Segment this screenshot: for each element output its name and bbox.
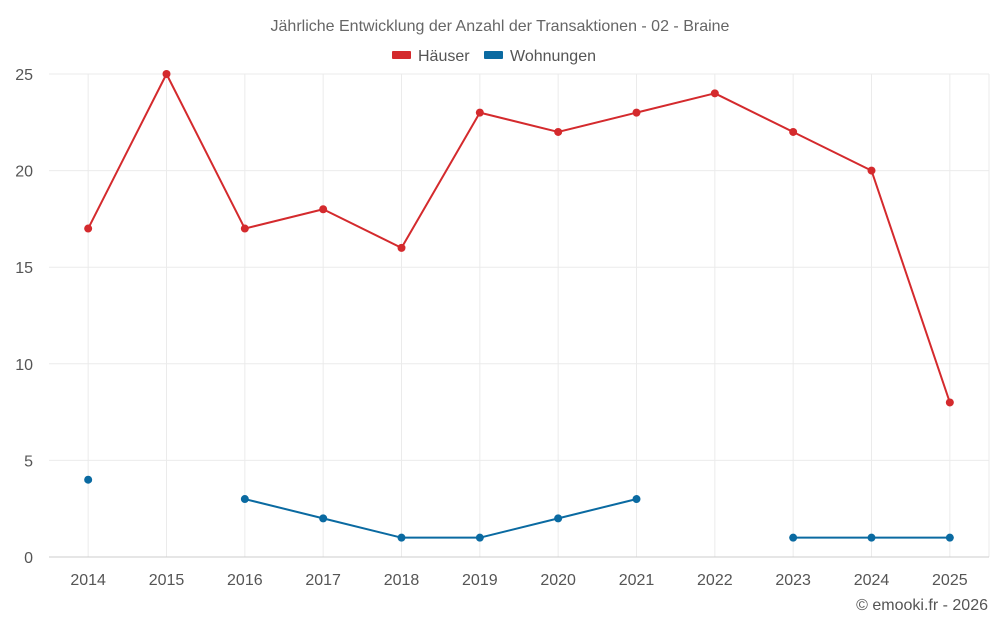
- legend-swatch-haeuser: [392, 51, 411, 59]
- data-point-haeuser[interactable]: [397, 243, 406, 252]
- legend-item-wohnungen[interactable]: Wohnungen: [484, 48, 596, 65]
- data-point-haeuser[interactable]: [789, 127, 798, 136]
- legend-label-wohnungen: Wohnungen: [510, 48, 596, 65]
- y-tick-label: 0: [24, 550, 33, 567]
- data-point-haeuser[interactable]: [554, 127, 563, 136]
- x-tick-label: 2025: [932, 572, 968, 589]
- data-point-wohnungen[interactable]: [945, 533, 954, 542]
- data-point-haeuser[interactable]: [475, 108, 484, 117]
- y-tick-label: 10: [15, 357, 33, 374]
- data-point-wohnungen[interactable]: [240, 495, 249, 504]
- x-tick-label: 2020: [540, 572, 576, 589]
- x-tick-label: 2016: [227, 572, 263, 589]
- data-point-haeuser[interactable]: [710, 89, 719, 98]
- data-point-haeuser[interactable]: [84, 224, 93, 233]
- x-tick-label: 2019: [462, 572, 498, 589]
- data-point-wohnungen[interactable]: [84, 475, 93, 484]
- y-tick-label: 5: [24, 453, 33, 470]
- x-tick-label: 2024: [854, 572, 890, 589]
- x-tick-label: 2014: [70, 572, 106, 589]
- series-line-wohnungen: [244, 498, 637, 539]
- data-point-wohnungen[interactable]: [867, 533, 876, 542]
- series: [84, 70, 954, 542]
- grid: [49, 73, 990, 557]
- series-haeuser: [84, 70, 954, 407]
- data-point-wohnungen[interactable]: [554, 514, 563, 523]
- x-tick-label: 2015: [149, 572, 185, 589]
- data-point-haeuser[interactable]: [162, 70, 171, 78]
- y-tick-label: 15: [15, 260, 33, 277]
- x-tick-label: 2017: [305, 572, 341, 589]
- y-tick-label: 20: [15, 164, 33, 181]
- legend: Häuser Wohnungen: [392, 48, 596, 65]
- data-point-haeuser[interactable]: [945, 398, 954, 407]
- credit-text: © emooki.fr - 2026: [856, 597, 988, 614]
- data-point-haeuser[interactable]: [867, 166, 876, 175]
- data-point-wohnungen[interactable]: [475, 533, 484, 542]
- data-point-haeuser[interactable]: [240, 224, 249, 233]
- data-point-wohnungen[interactable]: [789, 533, 798, 542]
- data-point-wohnungen[interactable]: [319, 514, 328, 523]
- x-tick-label: 2018: [384, 572, 420, 589]
- chart-title: Jährliche Entwicklung der Anzahl der Tra…: [271, 18, 730, 35]
- data-point-wohnungen[interactable]: [632, 495, 641, 504]
- data-point-wohnungen[interactable]: [397, 533, 406, 542]
- y-tick-label: 25: [15, 67, 33, 84]
- x-tick-label: 2022: [697, 572, 733, 589]
- legend-label-haeuser: Häuser: [418, 48, 470, 65]
- data-point-haeuser[interactable]: [319, 205, 328, 214]
- legend-swatch-wohnungen: [484, 51, 503, 59]
- series-wohnungen: [84, 475, 954, 542]
- x-tick-label: 2021: [619, 572, 655, 589]
- data-point-haeuser[interactable]: [632, 108, 641, 117]
- x-tick-label: 2023: [775, 572, 811, 589]
- series-line-haeuser: [87, 73, 951, 403]
- legend-item-haeuser[interactable]: Häuser: [392, 48, 470, 65]
